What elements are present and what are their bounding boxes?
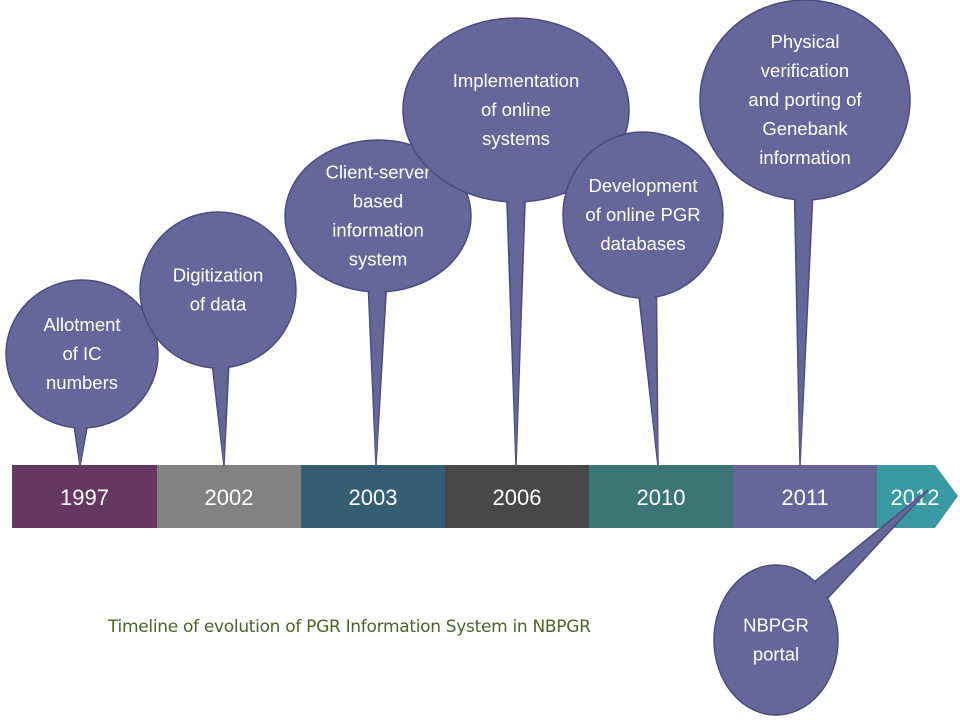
event-bubble-1997: Allotment of IC numbers	[5, 279, 159, 467]
callout-tail-cover	[638, 272, 658, 466]
event-text-line: Physical	[771, 31, 840, 52]
event-text-line: system	[349, 249, 408, 270]
timeline-segment-2003: 2003	[301, 465, 445, 528]
segment-fill	[445, 465, 589, 528]
timeline-segment-2010: 2010	[589, 465, 733, 528]
event-text-line: of online	[481, 99, 551, 120]
event-text-line: of online PGR	[585, 204, 700, 225]
event-text-line: information	[759, 147, 851, 168]
timeline-segment-2006: 2006	[445, 465, 589, 528]
callout-tail-cover	[795, 169, 812, 466]
year-label: 2006	[493, 485, 542, 510]
segment-fill	[301, 465, 445, 528]
event-text-line: based	[353, 191, 403, 212]
callout-ellipse	[139, 211, 297, 369]
event-text-line: of data	[190, 294, 247, 315]
event-text-line: verification	[761, 60, 849, 81]
timeline-segment-2011: 2011	[733, 465, 877, 528]
event-bubble-2002: Digitization of data	[139, 211, 297, 467]
year-label: 2012	[891, 485, 940, 510]
event-text-line: NBPGR	[743, 615, 809, 636]
callout-tail-cover	[369, 269, 386, 466]
year-label: 2010	[637, 485, 686, 510]
event-bubble-2012: NBPGR portal	[713, 489, 929, 716]
event-bubble-2010: Development of online PGR databases	[562, 131, 724, 467]
year-label: 2002	[205, 485, 254, 510]
event-text-line: Allotment	[43, 314, 120, 335]
event-text-line: Digitization	[173, 265, 264, 286]
event-text-line: Development	[588, 175, 697, 196]
event-bubble-2006: Implementation of online systems	[402, 17, 630, 467]
event-text-line: systems	[482, 128, 550, 149]
year-label: 2003	[349, 485, 398, 510]
segment-fill	[12, 465, 157, 528]
timeline-segment-2012: 2012	[877, 465, 958, 528]
arrow-head-segment	[877, 465, 958, 528]
year-label: 2011	[781, 485, 828, 510]
callout-tail-cover	[800, 490, 928, 610]
event-text-line: and porting of	[748, 89, 862, 110]
event-bubble-2003: Client-server based information system	[284, 139, 472, 467]
callout-tail-cover	[508, 174, 524, 466]
event-text-line: information	[332, 220, 424, 241]
caption: Timeline of evolution of PGR Information…	[108, 617, 591, 637]
event-text-line: databases	[600, 233, 685, 254]
timeline-segment-1997: 1997	[12, 465, 157, 528]
event-text-line: Implementation	[453, 70, 579, 91]
event-text-line: of IC	[62, 343, 101, 364]
year-label: 1997	[60, 485, 109, 510]
event-text-line: Client-server	[326, 162, 431, 183]
callout-tail-cover	[211, 344, 228, 466]
event-text-line: Genebank	[762, 118, 848, 139]
segment-fill	[157, 465, 301, 528]
segment-fill	[589, 465, 733, 528]
event-text-line: numbers	[46, 372, 118, 393]
event-text-line: portal	[753, 644, 799, 665]
event-bubble-2011: Physical verification and porting of Geneba…	[699, 0, 911, 467]
callout-tail-cover	[73, 405, 90, 466]
timeline-segment-2002: 2002	[157, 465, 301, 528]
segment-fill	[733, 465, 877, 528]
